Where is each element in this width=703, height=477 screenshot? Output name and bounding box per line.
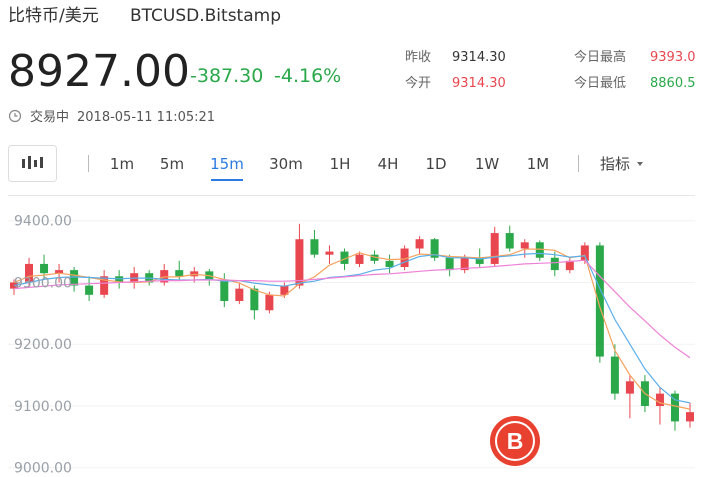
y-tick-label: 9000.00	[14, 461, 72, 477]
candle-body	[535, 242, 544, 258]
stat-value: 9393.0	[650, 50, 696, 65]
price: 8927.00	[8, 46, 190, 97]
y-tick-label: 9200.00	[14, 337, 72, 353]
interval-button[interactable]: 1m	[110, 155, 134, 173]
candle-body	[250, 288, 259, 311]
candle-body	[175, 270, 184, 277]
candle-body	[580, 245, 589, 261]
change-pct: -4.16%	[274, 65, 341, 87]
moving-average-line	[13, 248, 691, 410]
candle-body	[505, 233, 514, 249]
indicator-button[interactable]: 指标	[600, 155, 630, 173]
candle-body	[490, 233, 499, 264]
candle-icon	[22, 156, 43, 169]
status: 交易中	[30, 109, 69, 125]
candle-body	[475, 257, 484, 264]
clock-icon	[8, 109, 22, 123]
svg-text:B: B	[507, 428, 524, 454]
interval-button[interactable]: 4H	[378, 155, 399, 173]
interval-button[interactable]: 30m	[269, 155, 303, 173]
candle-body	[160, 270, 169, 283]
stat-label: 今日最低	[574, 75, 626, 91]
candle-body	[400, 248, 409, 268]
candle-body	[10, 282, 18, 289]
chart-type-button[interactable]	[8, 145, 57, 182]
candle-body	[610, 356, 619, 394]
candle-body	[370, 254, 379, 261]
candle-body	[40, 263, 49, 274]
interval-button[interactable]: 1M	[527, 155, 550, 173]
plot: 9000.00 9100.00 9200.00 9300.00 9400.00	[8, 214, 695, 477]
candle-body	[445, 257, 454, 271]
stat-label: 今开	[405, 75, 431, 91]
candle-body	[670, 393, 679, 422]
candle-body	[415, 239, 424, 249]
candle-body	[355, 254, 364, 264]
moving-average-line	[13, 252, 691, 404]
candle-body	[460, 257, 469, 271]
interval-button[interactable]: 1H	[330, 155, 351, 173]
interval-button[interactable]: 15m	[210, 155, 244, 173]
candle-body	[325, 251, 334, 255]
interval-button[interactable]: 1W	[475, 155, 500, 173]
moving-average-line	[13, 259, 691, 359]
candle-body	[295, 239, 304, 286]
stat-value: 8860.5	[650, 76, 696, 91]
candle-body	[100, 276, 109, 295]
candle-body	[25, 263, 34, 283]
y-tick-label: 9100.00	[14, 399, 72, 415]
candle-body	[235, 288, 244, 301]
y-tick-label: 9400.00	[14, 214, 72, 230]
symbol: BTCUSD.Bitstamp	[130, 6, 281, 26]
candle-body	[70, 270, 79, 286]
pair-name: 比特币/美元	[8, 6, 99, 26]
stat-value: 9314.30	[452, 76, 506, 91]
candle-body	[430, 239, 439, 258]
candle-body	[340, 251, 349, 264]
watermark: B	[490, 416, 540, 466]
dropdown-arrow	[637, 162, 643, 166]
candle-body	[220, 279, 229, 301]
candle-body	[625, 381, 634, 394]
stat-label: 今日最高	[574, 49, 626, 65]
candle-body	[280, 285, 289, 295]
interval-button[interactable]: 5m	[160, 155, 184, 173]
candle-body	[595, 245, 604, 357]
candle-body	[85, 285, 94, 295]
interval-button[interactable]: 1D	[425, 155, 446, 173]
candle-body	[385, 260, 394, 268]
toolbar: 1m 5m 15m 30m 1H 4H 1D 1W 1M	[110, 155, 550, 181]
stat-value: 9314.30	[452, 50, 506, 65]
candle-body	[310, 239, 319, 255]
candle-body	[655, 393, 664, 406]
candle-body	[520, 242, 529, 249]
candle-body	[265, 294, 274, 311]
time: 2018-05-11 11:05:21	[77, 110, 215, 125]
candle-body	[55, 270, 64, 274]
stat-label: 昨收	[405, 50, 431, 65]
candle-body	[565, 260, 574, 271]
y-tick-label: 9300.00	[14, 275, 72, 291]
change: -387.30	[190, 65, 263, 87]
candle-body	[550, 257, 559, 271]
candle-body	[686, 412, 694, 422]
